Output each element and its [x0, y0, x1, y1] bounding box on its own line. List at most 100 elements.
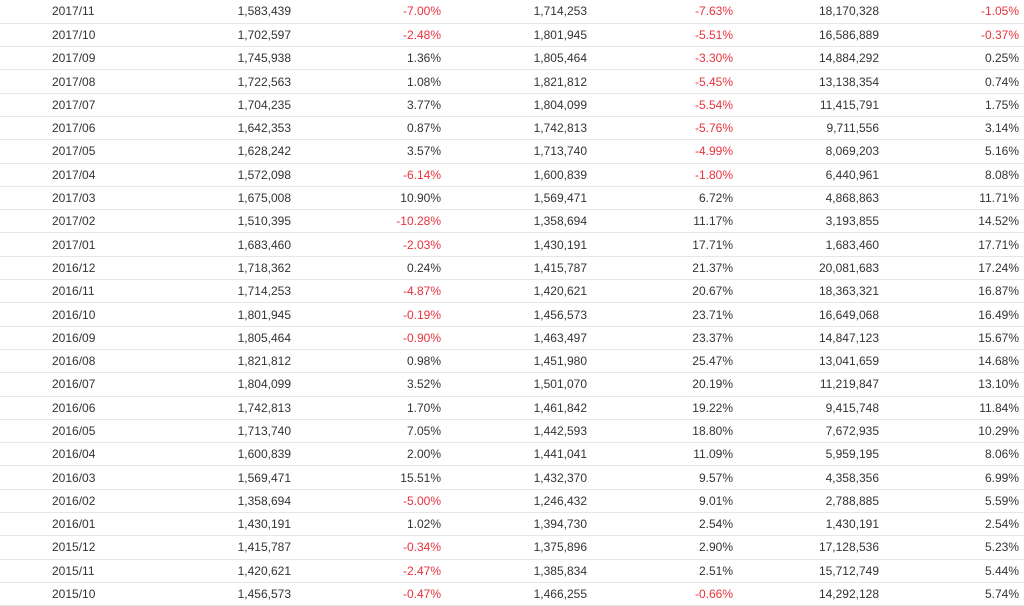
- yoy-change-cell: 9.01%: [587, 489, 733, 514]
- value-cell: 1,415,787: [120, 535, 295, 560]
- yoy-change-cell: -0.66%: [587, 582, 733, 606]
- value-cell: 1,804,099: [120, 372, 295, 397]
- table-row: 2017/06 1,642,353 0.87% 1,742,813 -5.76% 9,71…: [0, 116, 1024, 141]
- month-cell: 2017/07: [0, 93, 120, 117]
- prev-year-value-cell: 1,375,896: [441, 535, 587, 560]
- yoy-change-cell: 23.71%: [587, 302, 733, 327]
- value-cell: 1,569,471: [120, 465, 295, 490]
- mom-change-cell: -0.90%: [295, 326, 441, 350]
- table-row: 2016/05 1,713,740 7.05% 1,442,593 18.80% 7,67…: [0, 419, 1024, 444]
- yoy-change-cell: 18.80%: [587, 419, 733, 444]
- value-cell: 1,600,839: [120, 442, 295, 467]
- yoy-change-cell: 25.47%: [587, 349, 733, 374]
- value-cell: 1,821,812: [120, 349, 295, 374]
- value-cell: 1,572,098: [120, 163, 295, 187]
- cumulative-yoy-cell: -0.37%: [879, 23, 1024, 48]
- month-cell: 2017/01: [0, 232, 120, 257]
- cumulative-yoy-cell: 5.59%: [879, 489, 1024, 514]
- month-cell: 2017/05: [0, 139, 120, 164]
- value-cell: 1,713,740: [120, 419, 295, 444]
- value-cell: 1,742,813: [120, 396, 295, 420]
- yoy-change-cell: 20.19%: [587, 372, 733, 397]
- mom-change-cell: 3.77%: [295, 93, 441, 117]
- table-row: 2016/03 1,569,471 15.51% 1,432,370 9.57% 4,35…: [0, 465, 1024, 490]
- table-row: 2017/01 1,683,460 -2.03% 1,430,191 17.71% 1,6…: [0, 232, 1024, 257]
- table-row: 2016/06 1,742,813 1.70% 1,461,842 19.22% 9,41…: [0, 396, 1024, 420]
- cumulative-yoy-cell: -1.05%: [879, 0, 1024, 24]
- value-cell: 1,358,694: [120, 489, 295, 514]
- mom-change-cell: -2.48%: [295, 23, 441, 48]
- table-row: 2016/10 1,801,945 -0.19% 1,456,573 23.71% 16,…: [0, 302, 1024, 327]
- cumulative-yoy-cell: 10.29%: [879, 419, 1024, 444]
- table-row: 2017/05 1,628,242 3.57% 1,713,740 -4.99% 8,06…: [0, 139, 1024, 164]
- prev-year-value-cell: 1,742,813: [441, 116, 587, 141]
- cumulative-yoy-cell: 2.54%: [879, 512, 1024, 537]
- yoy-change-cell: -5.54%: [587, 93, 733, 117]
- cumulative-yoy-cell: 5.44%: [879, 559, 1024, 583]
- mom-change-cell: -2.03%: [295, 232, 441, 257]
- prev-year-value-cell: 1,804,099: [441, 93, 587, 117]
- cumulative-cell: 16,586,889: [733, 23, 879, 48]
- month-cell: 2016/07: [0, 372, 120, 397]
- cumulative-yoy-cell: 1.75%: [879, 93, 1024, 117]
- value-cell: 1,430,191: [120, 512, 295, 537]
- mom-change-cell: 0.87%: [295, 116, 441, 141]
- mom-change-cell: 0.24%: [295, 256, 441, 281]
- table-row: 2015/12 1,415,787 -0.34% 1,375,896 2.90% 17,1…: [0, 535, 1024, 560]
- cumulative-yoy-cell: 14.52%: [879, 209, 1024, 234]
- month-cell: 2016/09: [0, 326, 120, 350]
- prev-year-value-cell: 1,569,471: [441, 186, 587, 211]
- cumulative-cell: 6,440,961: [733, 163, 879, 187]
- cumulative-cell: 3,193,855: [733, 209, 879, 234]
- mom-change-cell: -5.00%: [295, 489, 441, 514]
- yoy-change-cell: -4.99%: [587, 139, 733, 164]
- cumulative-cell: 14,847,123: [733, 326, 879, 350]
- table-row: 2016/12 1,718,362 0.24% 1,415,787 21.37% 20,0…: [0, 256, 1024, 281]
- month-cell: 2017/08: [0, 69, 120, 94]
- value-cell: 1,456,573: [120, 582, 295, 606]
- yoy-change-cell: 19.22%: [587, 396, 733, 420]
- cumulative-cell: 4,358,356: [733, 465, 879, 490]
- cumulative-cell: 11,219,847: [733, 372, 879, 397]
- yoy-change-cell: 2.90%: [587, 535, 733, 560]
- table-row: 2017/04 1,572,098 -6.14% 1,600,839 -1.80% 6,4…: [0, 163, 1024, 187]
- month-cell: 2016/02: [0, 489, 120, 514]
- prev-year-value-cell: 1,805,464: [441, 46, 587, 71]
- cumulative-cell: 20,081,683: [733, 256, 879, 281]
- yoy-change-cell: -1.80%: [587, 163, 733, 187]
- table-row: 2016/04 1,600,839 2.00% 1,441,041 11.09% 5,95…: [0, 442, 1024, 467]
- cumulative-cell: 15,712,749: [733, 559, 879, 583]
- value-cell: 1,704,235: [120, 93, 295, 117]
- value-cell: 1,714,253: [120, 279, 295, 304]
- month-cell: 2016/04: [0, 442, 120, 467]
- value-cell: 1,583,439: [120, 0, 295, 24]
- cumulative-yoy-cell: 16.87%: [879, 279, 1024, 304]
- prev-year-value-cell: 1,456,573: [441, 302, 587, 327]
- yoy-change-cell: 21.37%: [587, 256, 733, 281]
- cumulative-yoy-cell: 0.74%: [879, 69, 1024, 94]
- table-row: 2017/10 1,702,597 -2.48% 1,801,945 -5.51% 16,…: [0, 23, 1024, 48]
- mom-change-cell: -0.34%: [295, 535, 441, 560]
- cumulative-cell: 14,884,292: [733, 46, 879, 71]
- prev-year-value-cell: 1,415,787: [441, 256, 587, 281]
- prev-year-value-cell: 1,466,255: [441, 582, 587, 606]
- prev-year-value-cell: 1,713,740: [441, 139, 587, 164]
- yoy-change-cell: 2.51%: [587, 559, 733, 583]
- table-row: 2017/07 1,704,235 3.77% 1,804,099 -5.54% 11,4…: [0, 93, 1024, 117]
- cumulative-yoy-cell: 8.08%: [879, 163, 1024, 187]
- value-cell: 1,675,008: [120, 186, 295, 211]
- cumulative-yoy-cell: 8.06%: [879, 442, 1024, 467]
- cumulative-cell: 5,959,195: [733, 442, 879, 467]
- cumulative-yoy-cell: 11.84%: [879, 396, 1024, 420]
- cumulative-yoy-cell: 3.14%: [879, 116, 1024, 141]
- cumulative-cell: 8,069,203: [733, 139, 879, 164]
- yoy-change-cell: 17.71%: [587, 232, 733, 257]
- month-cell: 2017/10: [0, 23, 120, 48]
- prev-year-value-cell: 1,801,945: [441, 23, 587, 48]
- month-cell: 2015/12: [0, 535, 120, 560]
- mom-change-cell: 3.52%: [295, 372, 441, 397]
- yoy-change-cell: -7.63%: [587, 0, 733, 24]
- prev-year-value-cell: 1,821,812: [441, 69, 587, 94]
- mom-change-cell: 1.08%: [295, 69, 441, 94]
